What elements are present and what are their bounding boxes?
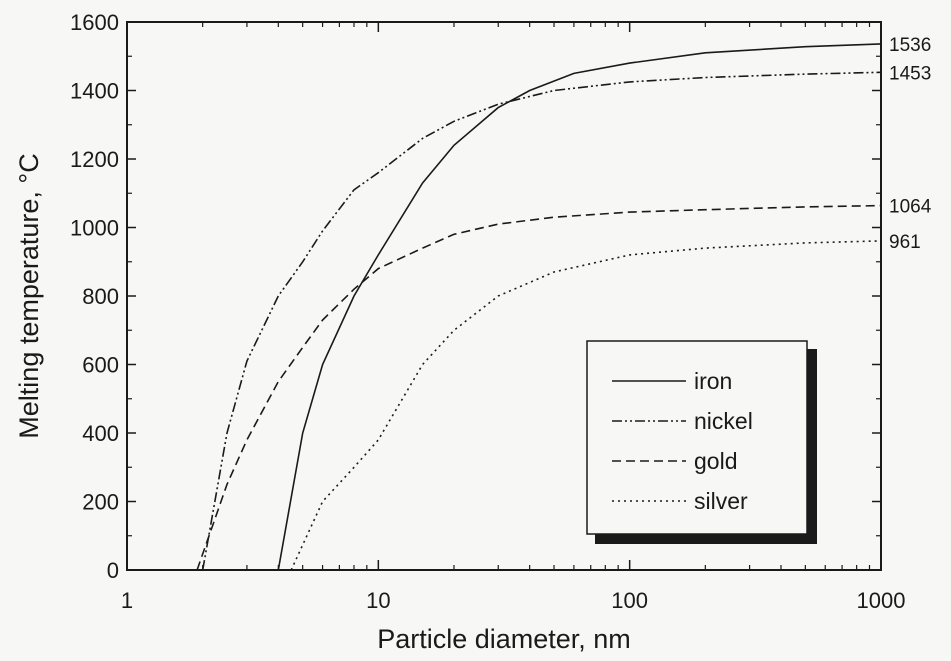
y-tick-label: 1000 xyxy=(70,216,119,241)
x-tick-label: 10 xyxy=(366,588,390,613)
legend: iron nickel gold silver xyxy=(586,340,817,544)
y-tick-label: 0 xyxy=(107,558,119,583)
legend-items: iron nickel gold silver xyxy=(612,368,753,514)
x-axis-title: Particle diameter, nm xyxy=(377,624,631,654)
y-tick-label: 1400 xyxy=(70,79,119,104)
end-label-silver: 961 xyxy=(889,232,921,253)
y-tick-label: 1200 xyxy=(70,147,119,172)
y-tick-label: 1600 xyxy=(70,10,119,35)
y-tick-label: 800 xyxy=(82,284,119,309)
x-tick-label: 100 xyxy=(611,588,648,613)
series-lines xyxy=(196,43,882,571)
end-label-iron: 1536 xyxy=(889,35,931,56)
series-line-iron xyxy=(277,43,882,571)
end-label-nickel: 1453 xyxy=(889,63,931,84)
y-axis-title: Melting temperature, °C xyxy=(14,153,44,438)
y-tick-label: 200 xyxy=(82,490,119,515)
series-line-gold xyxy=(196,204,882,571)
axis-tick-labels: 0 200 400 600 800 1000 1200 1400 1600 1 10 100 1000 xyxy=(70,10,905,613)
x-tick-label: 1000 xyxy=(857,588,906,613)
series-line-nickel xyxy=(201,71,882,571)
legend-box xyxy=(586,340,808,535)
y-tick-label: 600 xyxy=(82,353,119,378)
end-label-gold: 1064 xyxy=(889,197,932,218)
legend-label-iron: iron xyxy=(694,368,732,394)
series-line-silver xyxy=(290,240,882,571)
legend-label-silver: silver xyxy=(694,488,748,514)
end-labels: 1536 1453 1064 961 xyxy=(889,35,932,253)
y-tick-label: 400 xyxy=(82,421,119,446)
legend-label-nickel: nickel xyxy=(694,408,753,434)
legend-label-gold: gold xyxy=(694,448,737,474)
x-tick-label: 1 xyxy=(121,588,133,613)
